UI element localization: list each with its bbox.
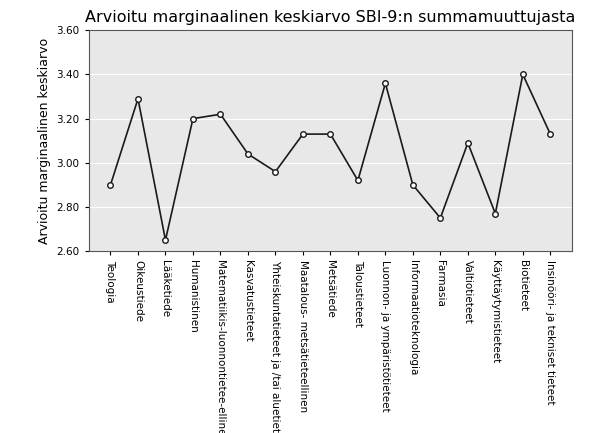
Title: Arvioitu marginaalinen keskiarvo SBI-9:n summamuuttujasta: Arvioitu marginaalinen keskiarvo SBI-9:n… xyxy=(85,10,576,25)
Y-axis label: Arvioitu marginaalinen keskiarvo: Arvioitu marginaalinen keskiarvo xyxy=(38,38,51,244)
